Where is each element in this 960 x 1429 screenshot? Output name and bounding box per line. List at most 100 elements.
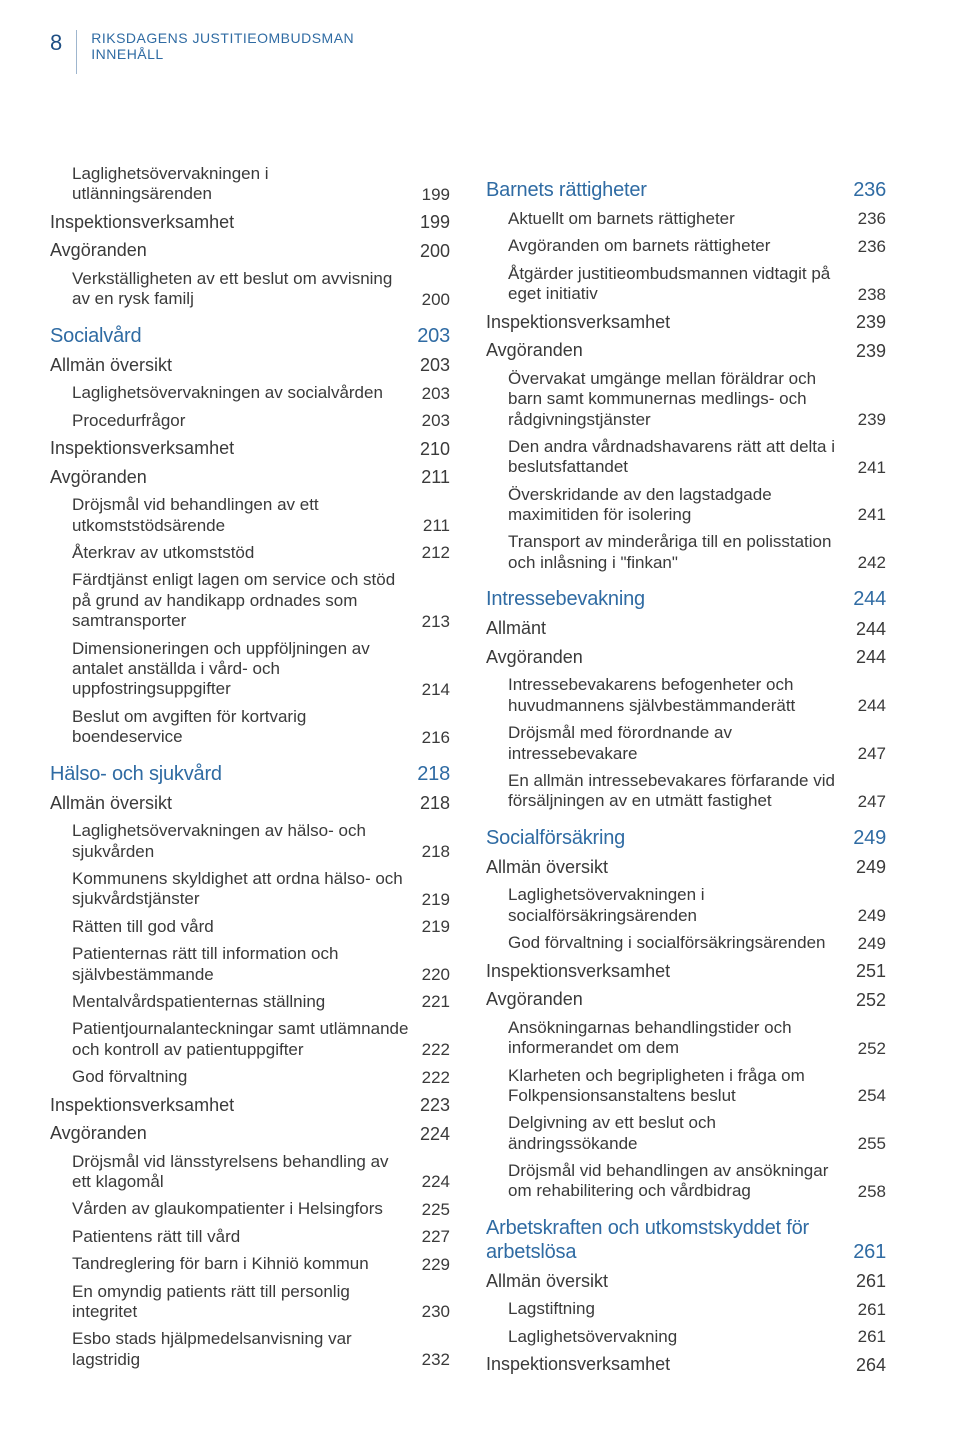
toc-subentry: Dimensioneringen och uppföljningen av an… [50,639,450,700]
toc-page: 242 [858,553,886,573]
toc-page: 249 [858,934,886,954]
toc-entry: Inspektionsverksamhet239 [486,312,886,334]
toc-label: Inspektionsverksamhet [50,438,420,460]
toc-page: 252 [858,1039,886,1059]
toc-page: 218 [422,842,450,862]
toc-label: Avgöranden [50,240,420,262]
toc-section: Socialvård203 [50,324,450,348]
toc-page: 211 [423,516,450,536]
toc-label: Avgöranden [486,647,856,669]
toc-page: 239 [856,312,886,333]
toc-subentry: Ansökningarnas behandlingstider och info… [486,1018,886,1059]
toc-subentry: Laglighetsövervakningen i utlänningsären… [50,164,450,205]
toc-label: Beslut om avgiften för kortvarig boendes… [50,707,422,748]
toc-label: Avgöranden om barnets rättigheter [486,236,858,256]
toc-label: Övervakat umgänge mellan föräldrar och b… [486,369,858,430]
toc-page: 258 [858,1182,886,1202]
toc-entry: Allmän översikt249 [486,857,886,879]
toc-page: 220 [422,965,450,985]
toc-page: 241 [858,505,886,525]
toc-page: 247 [858,792,886,812]
toc-entry: Avgöranden200 [50,240,450,262]
toc-page: 199 [422,185,450,205]
toc-label: Vården av glaukompatienter i Helsingfors [50,1199,422,1219]
toc-label: Delgivning av ett beslut och ändringssök… [486,1113,858,1154]
toc-label: Barnets rättigheter [486,178,853,202]
toc-label: Tandreglering för barn i Kihniö kommun [50,1254,422,1274]
toc-page: 210 [420,439,450,460]
toc-page: 200 [422,290,450,310]
toc-subentry: Laglighetsövervakningen av hälso- och sj… [50,821,450,862]
toc-entry: Avgöranden244 [486,647,886,669]
toc-label: En allmän intressebevakares förfarande v… [486,771,858,812]
toc-label: Dröjsmål vid länsstyrelsens behandling a… [50,1152,422,1193]
toc-page: 232 [422,1350,450,1370]
toc-page: 261 [856,1271,886,1292]
toc-page: 264 [856,1355,886,1376]
toc-subentry: Vården av glaukompatienter i Helsingfors… [50,1199,450,1219]
toc-entry: Inspektionsverksamhet251 [486,961,886,983]
toc-page: 261 [858,1300,886,1320]
toc-page: 212 [422,543,450,563]
toc-left-column: Laglighetsövervakningen i utlänningsären… [50,164,450,1383]
toc-subentry: Tandreglering för barn i Kihniö kommun22… [50,1254,450,1274]
toc-label: Intressebevakarens befogenheter och huvu… [486,675,858,716]
toc-subentry: God förvaltning222 [50,1067,450,1087]
toc-entry: Avgöranden239 [486,340,886,362]
toc-page: 203 [417,325,450,348]
toc-subentry: Patientjournalanteckningar samt utlämnan… [50,1019,450,1060]
toc-label: Inspektionsverksamhet [50,212,420,234]
toc-page: 225 [422,1200,450,1220]
toc-label: Intressebevakning [486,587,853,611]
toc-label: Lagstiftning [486,1299,858,1319]
toc-label: Inspektionsverksamhet [486,961,856,983]
toc-subentry: Aktuellt om barnets rättigheter236 [486,209,886,229]
toc-label: Allmän översikt [50,355,420,377]
toc-label: Dröjsmål vid behandlingen av ansökningar… [486,1161,858,1202]
toc-entry: Inspektionsverksamhet264 [486,1354,886,1376]
toc-label: Laglighetsövervakningen av socialvården [50,383,422,403]
toc-label: Åtgärder justitieombudsmannen vidtagit p… [486,264,858,305]
toc-label: Mentalvårdspatienternas ställning [50,992,422,1012]
toc-subentry: Övervakat umgänge mellan föräldrar och b… [486,369,886,430]
toc-page: 238 [858,285,886,305]
toc-label: Den andra vårdnadshavarens rätt att delt… [486,437,858,478]
toc-page: 239 [858,410,886,430]
toc-label: Patientens rätt till vård [50,1227,422,1247]
toc-subentry: Patientens rätt till vård227 [50,1227,450,1247]
toc-page: 219 [422,890,450,910]
toc-section: Socialförsäkring249 [486,826,886,850]
header-divider [76,30,77,74]
toc-page: 244 [856,619,886,640]
toc-page: 216 [422,728,450,748]
toc-label: Laglighetsövervakning [486,1327,858,1347]
toc-page: 244 [856,647,886,668]
toc-page: 261 [853,1241,886,1264]
toc-subentry: Avgöranden om barnets rättigheter236 [486,236,886,256]
toc-page: 203 [422,411,450,431]
page: 8 RIKSDAGENS JUSTITIEOMBUDSMAN INNEHÅLL … [0,0,960,1423]
toc-subentry: Intressebevakarens befogenheter och huvu… [486,675,886,716]
toc-label: Rätten till god vård [50,917,422,937]
toc-subentry: Laglighetsövervakningen i socialförsäkri… [486,885,886,926]
toc-label: Dröjsmål vid behandlingen av ett utkomst… [50,495,423,536]
toc-label: Inspektionsverksamhet [486,1354,856,1376]
toc-subentry: Rätten till god vård219 [50,917,450,937]
toc-page: 214 [422,680,450,700]
toc-label: Esbo stads hjälpmedelsanvisning var lags… [50,1329,422,1370]
toc-label: Allmän översikt [50,793,420,815]
toc-subentry: Färdtjänst enligt lagen om service och s… [50,570,450,631]
toc-entry: Allmänt244 [486,618,886,640]
toc-label: En omyndig patients rätt till personlig … [50,1282,422,1323]
toc-page: 241 [858,458,886,478]
toc-page: 236 [858,237,886,257]
toc-label: Laglighetsövervakningen i utlänningsären… [50,164,422,205]
toc-page: 223 [420,1095,450,1116]
toc-label: Laglighetsövervakningen av hälso- och sj… [50,821,422,862]
toc-subentry: Laglighetsövervakning261 [486,1327,886,1347]
toc-label: Verkställigheten av ett beslut om avvisn… [50,269,422,310]
toc-page: 254 [858,1086,886,1106]
toc-page: 244 [853,588,886,611]
toc-page: 218 [417,763,450,786]
toc-subentry: Beslut om avgiften för kortvarig boendes… [50,707,450,748]
